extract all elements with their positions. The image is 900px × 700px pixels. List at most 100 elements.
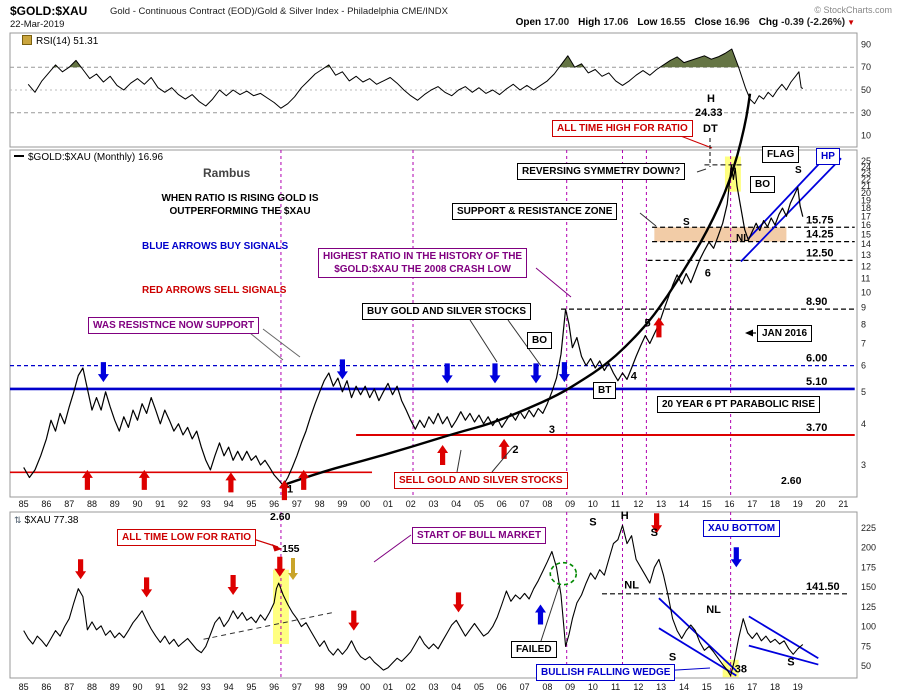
y-axis-tick-label: 19 — [861, 195, 871, 205]
x-axis-year-label: 97 — [292, 682, 302, 692]
x-axis-year-label: 08 — [542, 499, 552, 509]
x-axis-year-label: 17 — [747, 682, 757, 692]
trend-line — [748, 615, 819, 660]
pointer-line — [507, 319, 542, 367]
note-all-time-low: ALL TIME LOW FOR RATIO — [117, 529, 257, 546]
sell-signal-arrow — [138, 469, 150, 490]
sell-signal-arrow — [278, 480, 290, 501]
y-axis-tick-label: 50 — [861, 661, 871, 671]
note-bo-breakout-2: BO — [750, 176, 775, 193]
y-axis-tick-label: 9 — [861, 303, 866, 313]
x-axis-year-label: 19 — [793, 682, 803, 692]
buy-signal-arrow — [730, 547, 742, 568]
x-axis-year-label: 20 — [816, 499, 826, 509]
y-axis-tick-label: 25 — [861, 156, 871, 166]
x-axis-year-label: 87 — [64, 499, 74, 509]
x-axis-year-label: 98 — [315, 499, 325, 509]
pointer-arrowhead — [745, 329, 753, 337]
support-resistance-band — [654, 227, 787, 242]
rsi-overbought-fill — [660, 49, 739, 68]
note-sell-gold-stocks: SELL GOLD AND SILVER STOCKS — [394, 472, 568, 489]
x-axis-year-label: 19 — [793, 499, 803, 509]
x-axis-year-label: 88 — [87, 682, 97, 692]
x-axis-year-label: 07 — [520, 682, 530, 692]
note-flag: FLAG — [762, 146, 800, 163]
x-axis-year-label: 01 — [383, 682, 393, 692]
sell-signal-arrow — [225, 472, 237, 493]
x-axis-year-label: 12 — [633, 499, 643, 509]
x-axis-year-label: 99 — [337, 682, 347, 692]
x-axis-year-label: 15 — [702, 499, 712, 509]
pointer-line — [469, 319, 498, 363]
x-axis-year-label: 85 — [19, 682, 29, 692]
x-axis-year-label: 07 — [520, 499, 530, 509]
price-level-label: 14.25 — [806, 229, 834, 241]
y-axis-tick-label: 23 — [861, 168, 871, 178]
chart-letter-label: NL — [624, 580, 639, 592]
x-axis-year-label: 18 — [770, 499, 780, 509]
chart-letter-label: NL — [706, 604, 721, 616]
x-axis-year-label: 05 — [474, 682, 484, 692]
chart-letter-label: 3 — [549, 424, 555, 436]
x-axis-year-label: 92 — [178, 682, 188, 692]
highlight-circle — [549, 561, 578, 586]
x-axis-year-label: 89 — [110, 682, 120, 692]
pointer-line — [249, 332, 284, 361]
x-axis-year-label: 05 — [474, 499, 484, 509]
chart-date: 22-Mar-2019 — [10, 19, 65, 30]
x-axis-year-label: 95 — [246, 682, 256, 692]
note-all-time-high: ALL TIME HIGH FOR RATIO — [552, 120, 693, 137]
price-level-label: 5.10 — [806, 376, 827, 388]
x-axis-year-label: 16 — [724, 682, 734, 692]
close-label: Close — [694, 17, 722, 28]
note-hp: HP — [816, 148, 840, 165]
chart-letter-label: 4 — [631, 371, 638, 383]
xau-panel-label: ⇅ $XAU 77.38 — [14, 514, 78, 527]
note-buy-gold-stocks: BUY GOLD AND SILVER STOCKS — [362, 303, 532, 320]
price-level-label: 8.90 — [806, 296, 827, 308]
y-axis-tick-label: 100 — [861, 622, 876, 632]
y-axis-tick-label: 14 — [861, 239, 871, 249]
pointer-line — [535, 267, 572, 298]
y-axis-tick-label: 12 — [861, 261, 871, 271]
price-level-label: 141.50 — [806, 581, 840, 593]
note-highest-ratio: HIGHEST RATIO IN THE HISTORY OF THE $GOL… — [318, 248, 528, 278]
close-value: 16.96 — [724, 17, 750, 28]
trend-line — [740, 157, 842, 263]
price-level-label: 6.00 — [806, 353, 827, 365]
x-axis-year-label: 89 — [110, 499, 120, 509]
y-axis-tick-label: 225 — [861, 523, 876, 533]
label-260-main: 2.60 — [781, 475, 802, 487]
x-axis-year-label: 10 — [588, 499, 598, 509]
x-axis-year-label: 94 — [224, 682, 234, 692]
buy-signal-arrow — [489, 363, 501, 384]
open-label: Open — [515, 17, 542, 28]
note-bo-breakout-1: BO — [527, 332, 552, 349]
note-jan-2016: JAN 2016 — [757, 325, 813, 342]
x-axis-year-label: 99 — [337, 499, 347, 509]
high-label: High — [578, 17, 601, 28]
buy-signal-arrow — [530, 363, 542, 384]
label-260-low: 2.60 — [270, 511, 291, 523]
note-red-arrows: RED ARROWS SELL SIGNALS — [142, 285, 287, 296]
pointer-line — [373, 534, 412, 563]
trend-line — [203, 611, 334, 640]
x-axis-year-label: 00 — [360, 499, 370, 509]
label-155: 155 — [282, 543, 300, 555]
buy-signal-arrow — [558, 362, 570, 383]
label-support-main: S — [683, 217, 690, 228]
rsi-series-line — [27, 48, 804, 109]
chart-letter-label: 5 — [644, 318, 650, 330]
low-label: Low — [637, 17, 658, 28]
price-level-label: 15.75 — [806, 214, 834, 226]
x-axis-year-label: 86 — [41, 682, 51, 692]
y-axis-tick-label: 3 — [861, 460, 866, 470]
y-axis-tick-label: 5 — [861, 387, 866, 397]
x-axis-year-label: 14 — [679, 499, 689, 509]
sell-signal-arrow — [227, 575, 239, 595]
chg-down-icon: ▼ — [847, 18, 855, 27]
note-reversing-symmetry: REVERSING SYMMETRY DOWN? — [517, 163, 686, 180]
note-bullish-falling-wedge: BULLISH FALLING WEDGE — [536, 664, 676, 681]
x-axis-year-label: 11 — [611, 682, 620, 692]
